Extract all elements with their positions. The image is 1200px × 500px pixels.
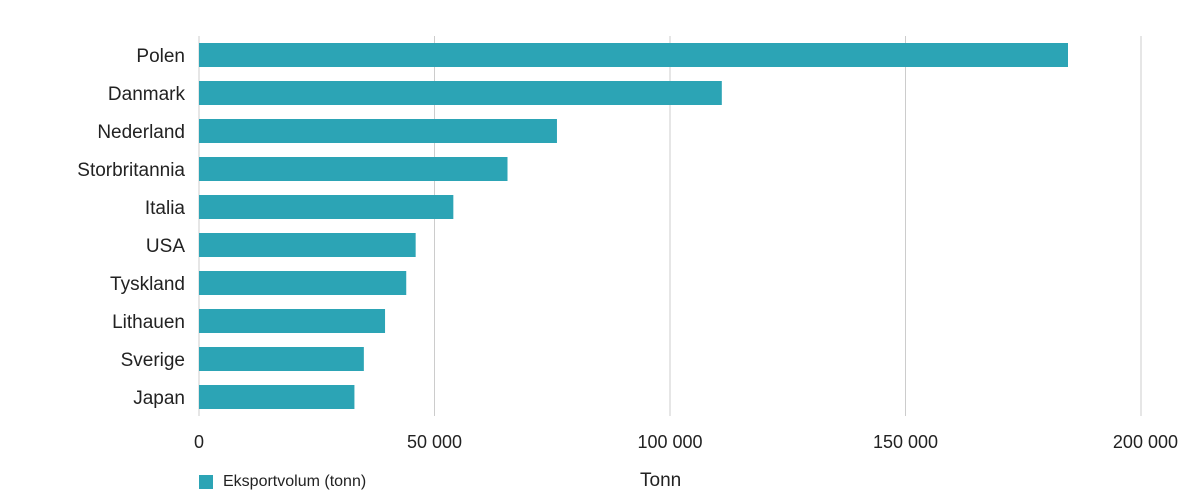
x-tick-label: 100 000 <box>637 432 702 452</box>
bar <box>199 271 407 295</box>
bar-chart: Polen Danmark Nederland Storbritannia Italia… <box>77 36 1178 452</box>
category-label: Storbritannia <box>77 160 185 181</box>
bar <box>199 309 386 333</box>
bar <box>199 119 557 143</box>
legend-label: Eksportvolum (tonn) <box>223 473 367 490</box>
category-label: Italia <box>145 198 186 219</box>
bar <box>199 233 416 257</box>
bar <box>199 157 508 181</box>
category-label: Danmark <box>108 84 186 105</box>
bar <box>199 43 1068 67</box>
legend-swatch <box>199 475 213 489</box>
bar <box>199 385 355 409</box>
legend: Eksportvolum (tonn) <box>199 473 366 491</box>
x-tick-label: 50 000 <box>407 432 462 452</box>
x-tick-labels: 0 50 000 100 000 150 000 200 000 <box>194 432 1178 452</box>
bar <box>199 195 454 219</box>
x-axis-title: Tonn <box>640 470 682 491</box>
x-tick-label: 150 000 <box>873 432 938 452</box>
category-label: Lithauen <box>112 312 185 333</box>
x-tick-label: 0 <box>194 432 204 452</box>
bar <box>199 347 364 371</box>
category-label: Japan <box>133 388 185 409</box>
category-label: Tyskland <box>110 274 185 295</box>
bars <box>199 43 1068 409</box>
category-labels: Polen Danmark Nederland Storbritannia Italia… <box>77 46 185 409</box>
category-label: Polen <box>136 46 185 67</box>
category-label: USA <box>146 236 185 257</box>
category-label: Sverige <box>121 350 185 371</box>
category-label: Nederland <box>97 122 185 143</box>
bar <box>199 81 722 105</box>
x-tick-label: 200 000 <box>1113 432 1178 452</box>
